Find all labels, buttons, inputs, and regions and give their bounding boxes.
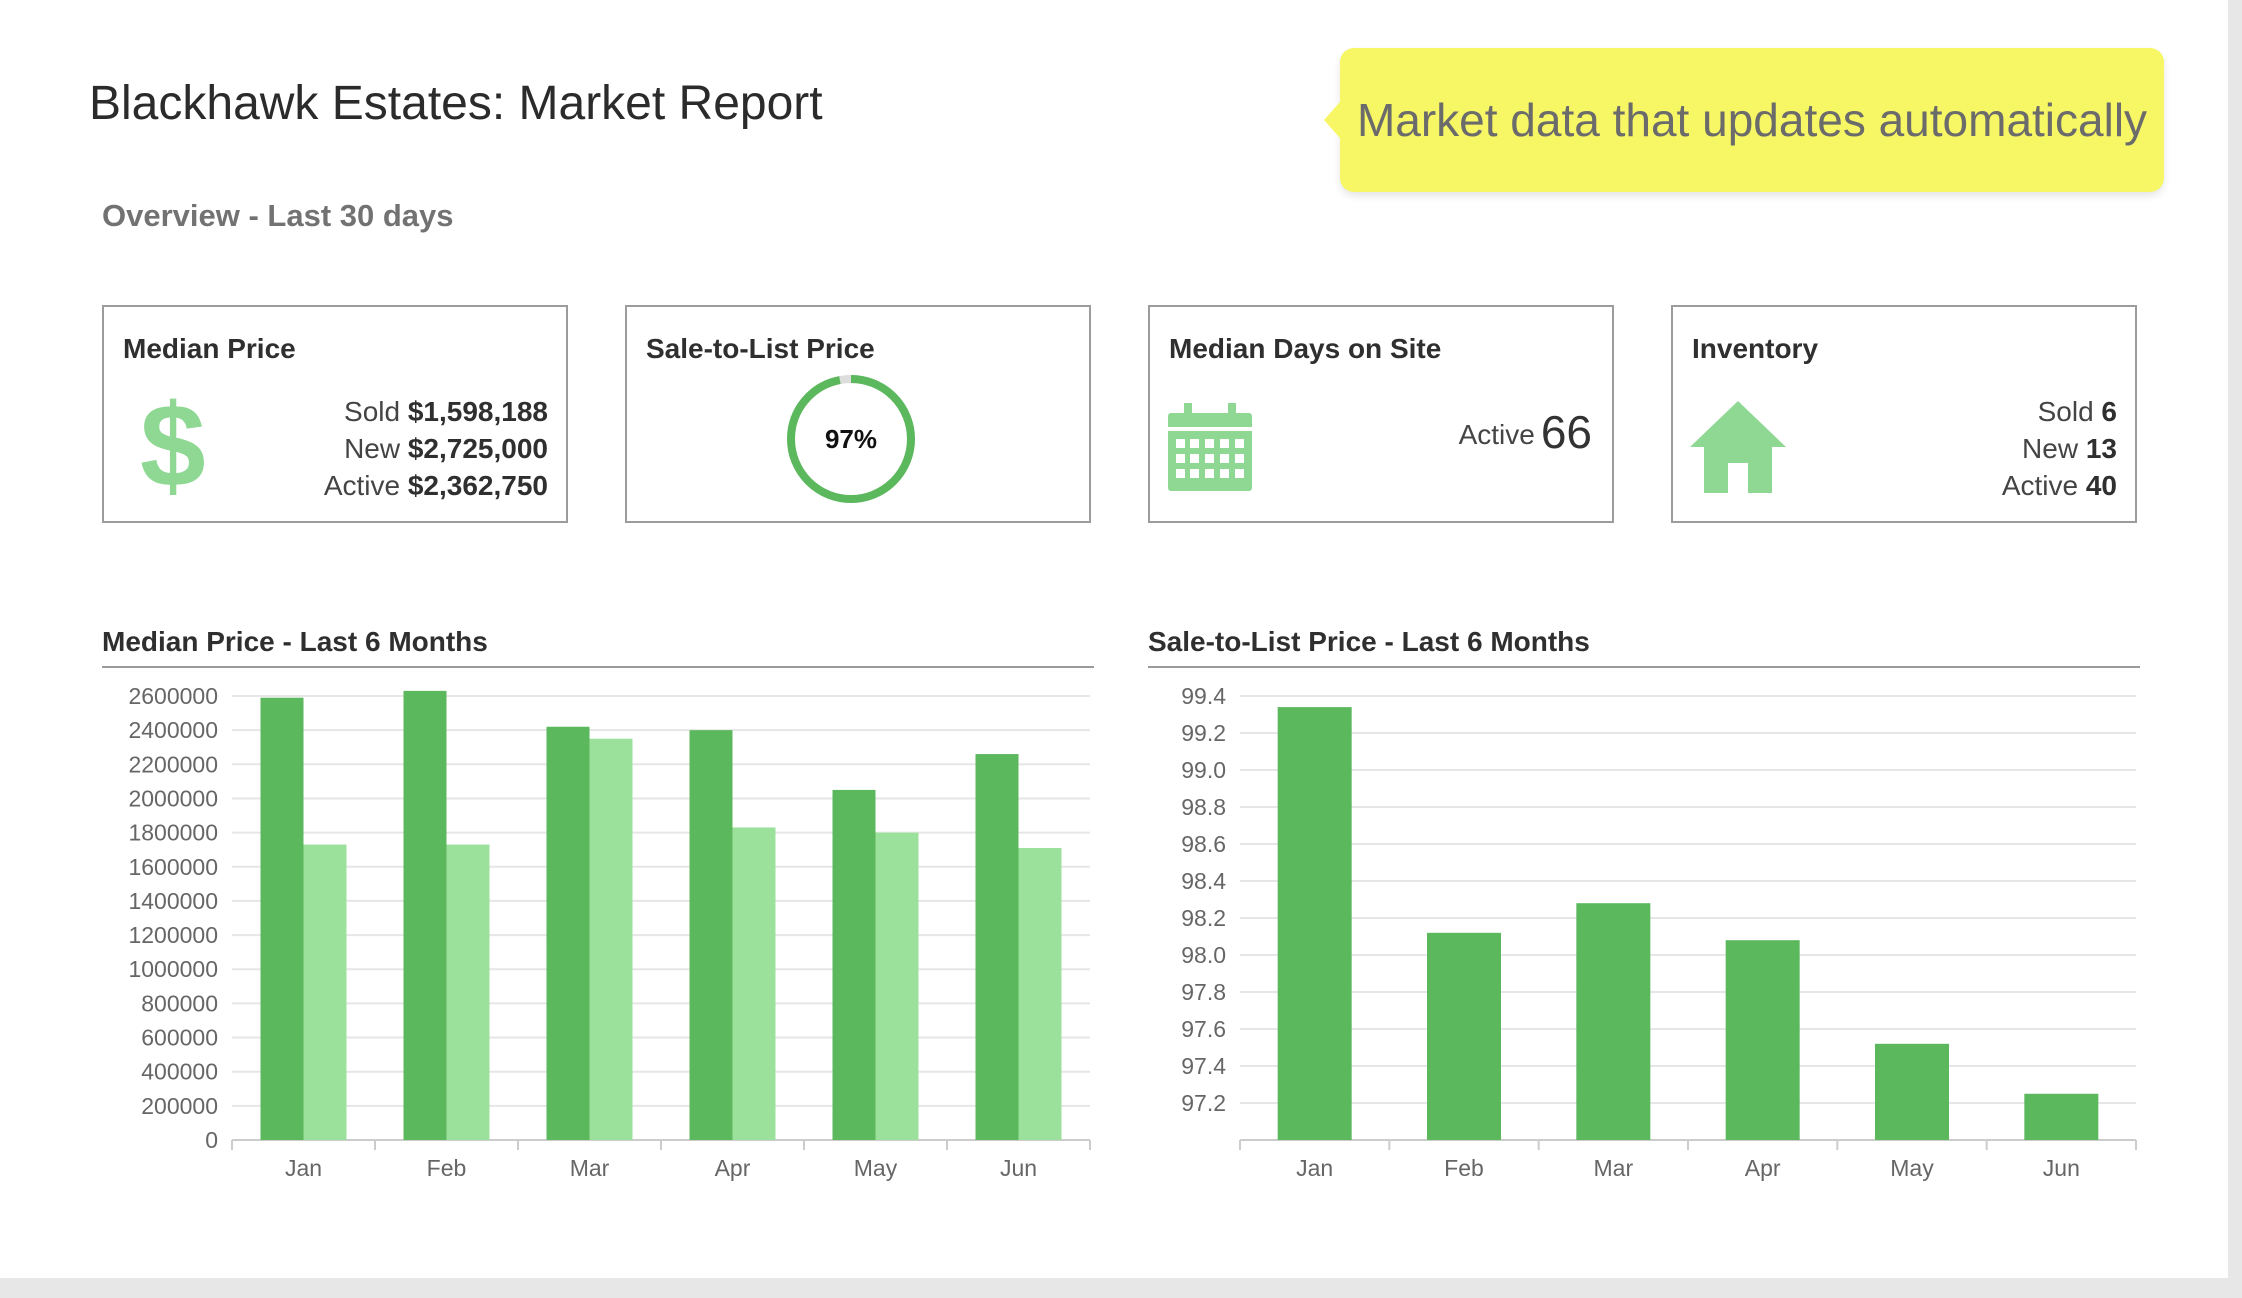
bar-may-series-1 xyxy=(1875,1043,1949,1140)
card-title: Inventory xyxy=(1692,333,1819,364)
stat-row-new: New $2,725,000 xyxy=(344,433,548,464)
y-tick-label: 97.4 xyxy=(1181,1053,1226,1079)
y-tick-label: 98.4 xyxy=(1181,868,1226,894)
x-tick-label: Mar xyxy=(570,1155,610,1181)
bar-apr-series-1 xyxy=(1725,940,1800,1140)
y-tick-label: 99.2 xyxy=(1181,720,1226,746)
x-tick-label: Jan xyxy=(1296,1155,1333,1181)
y-tick-label: 2600000 xyxy=(128,686,218,709)
bar-jan-series-2 xyxy=(303,844,347,1140)
calendar-icon xyxy=(1168,403,1252,491)
x-tick-label: May xyxy=(854,1155,898,1181)
sale-to-list-chart-block: Sale-to-List Price - Last 6 Months 97.2 9… xyxy=(1148,626,2140,1181)
chart-title: Median Price - Last 6 Months xyxy=(102,626,1094,668)
bar-apr-series-1 xyxy=(689,730,733,1140)
stat-row-active: Active 40 xyxy=(2001,470,2117,501)
y-tick-label: 98.2 xyxy=(1181,905,1226,931)
y-tick-label: 2400000 xyxy=(128,717,218,743)
stat-row-active: Active $2,362,750 xyxy=(323,470,548,501)
y-tick-label: 99.0 xyxy=(1181,757,1226,783)
y-tick-label: 2000000 xyxy=(128,785,218,811)
card-title: Median Days on Site xyxy=(1169,333,1442,364)
card-title: Median Price xyxy=(123,333,296,364)
gauge-arc xyxy=(787,375,915,503)
y-tick-label: 0 xyxy=(205,1127,218,1153)
card-inventory: Inventory Sold 6 New 13 Active 40 xyxy=(1671,305,2137,523)
gauge-ring xyxy=(787,375,915,503)
sale-to-list-chart: 97.2 97.4 97.6 97.8 98.0 98.2 98.4 98.6 98.8 99.0… xyxy=(1181,686,2137,1181)
stat-row-sold: Sold 6 xyxy=(2037,396,2117,427)
bar-feb-series-1 xyxy=(403,690,447,1140)
card-median-price: Median Price $ Sold $1,598,188 New $2,72… xyxy=(102,305,568,523)
gauge-value: 97% xyxy=(824,423,878,454)
card-title: Sale-to-List Price xyxy=(646,333,875,364)
bar-may-series-1 xyxy=(832,789,876,1140)
x-tick-label: Jan xyxy=(285,1155,322,1181)
bar-apr-series-2 xyxy=(732,827,776,1140)
y-tick-label: 97.8 xyxy=(1181,979,1226,1005)
x-tick-label: Feb xyxy=(427,1155,467,1181)
bar-jan-series-1 xyxy=(260,697,304,1140)
callout-banner: Market data that updates automatically xyxy=(1324,48,2164,192)
bar-may-series-2 xyxy=(875,832,919,1140)
y-tick-label: 98.0 xyxy=(1181,942,1226,968)
x-tick-label: Mar xyxy=(1594,1155,1634,1181)
overview-heading: Overview - Last 30 days xyxy=(102,198,454,233)
bar-jun-series-1 xyxy=(975,754,1019,1140)
y-tick-label: 97.6 xyxy=(1181,1016,1226,1042)
y-tick-label: 1200000 xyxy=(128,922,218,948)
days-value: 66 xyxy=(1540,406,1592,458)
y-tick-label: 400000 xyxy=(141,1059,218,1085)
y-tick-label: 1400000 xyxy=(128,888,218,914)
bar-jun-series-1 xyxy=(2024,1093,2099,1140)
y-tick-label: 98.6 xyxy=(1181,831,1226,857)
callout-text: Market data that updates automatically xyxy=(1356,94,2148,146)
dollar-icon: $ xyxy=(140,380,206,512)
y-tick-label: 99.4 xyxy=(1181,686,1226,709)
card-sale-to-list: Sale-to-List Price 97% xyxy=(625,305,1091,523)
y-tick-label: 1800000 xyxy=(128,820,218,846)
bar-mar-series-1 xyxy=(1576,903,1651,1140)
stat-row-new: New 13 xyxy=(2022,433,2117,464)
bar-mar-series-1 xyxy=(546,726,590,1140)
x-tick-label: May xyxy=(1890,1155,1934,1181)
y-tick-label: 98.8 xyxy=(1181,794,1226,820)
card-median-days: Median Days on Site Active 66 xyxy=(1148,305,1614,523)
y-tick-label: 2200000 xyxy=(128,751,218,777)
days-label: Active xyxy=(1458,419,1535,450)
x-tick-label: Feb xyxy=(1444,1155,1484,1181)
chart-title: Sale-to-List Price - Last 6 Months xyxy=(1148,626,2140,668)
stat-row-sold: Sold $1,598,188 xyxy=(344,396,548,427)
y-tick-label: 1600000 xyxy=(128,854,218,880)
page-title: Blackhawk Estates: Market Report xyxy=(89,77,823,130)
bar-feb-series-2 xyxy=(446,844,490,1140)
y-tick-label: 200000 xyxy=(141,1093,218,1119)
house-icon xyxy=(1690,401,1786,493)
x-tick-label: Jun xyxy=(1000,1155,1037,1181)
x-tick-label: Jun xyxy=(2043,1155,2080,1181)
y-tick-label: 800000 xyxy=(141,990,218,1016)
bar-mar-series-2 xyxy=(589,738,633,1140)
report-page: Blackhawk Estates: Market Report Market … xyxy=(0,0,2228,1278)
y-tick-label: 1000000 xyxy=(128,956,218,982)
inventory-stats: Sold 6 New 13 Active 40 xyxy=(2002,393,2117,504)
days-stat: Active 66 xyxy=(1459,405,1592,459)
median-price-chart: 0 200000 400000 600000 800000 1000000 1200000 1… xyxy=(128,686,1091,1181)
bar-feb-series-1 xyxy=(1427,932,1501,1140)
bar-jun-series-2 xyxy=(1018,847,1062,1140)
y-tick-label: 600000 xyxy=(141,1025,218,1051)
x-tick-label: Apr xyxy=(715,1155,751,1181)
x-tick-label: Apr xyxy=(1745,1155,1781,1181)
median-price-stats: Sold $1,598,188 New $2,725,000 Active $2… xyxy=(324,393,548,504)
median-price-chart-block: Median Price - Last 6 Months 0 200000 4000… xyxy=(102,626,1094,1181)
y-tick-label: 97.2 xyxy=(1181,1090,1226,1116)
bar-jan-series-1 xyxy=(1277,707,1352,1140)
